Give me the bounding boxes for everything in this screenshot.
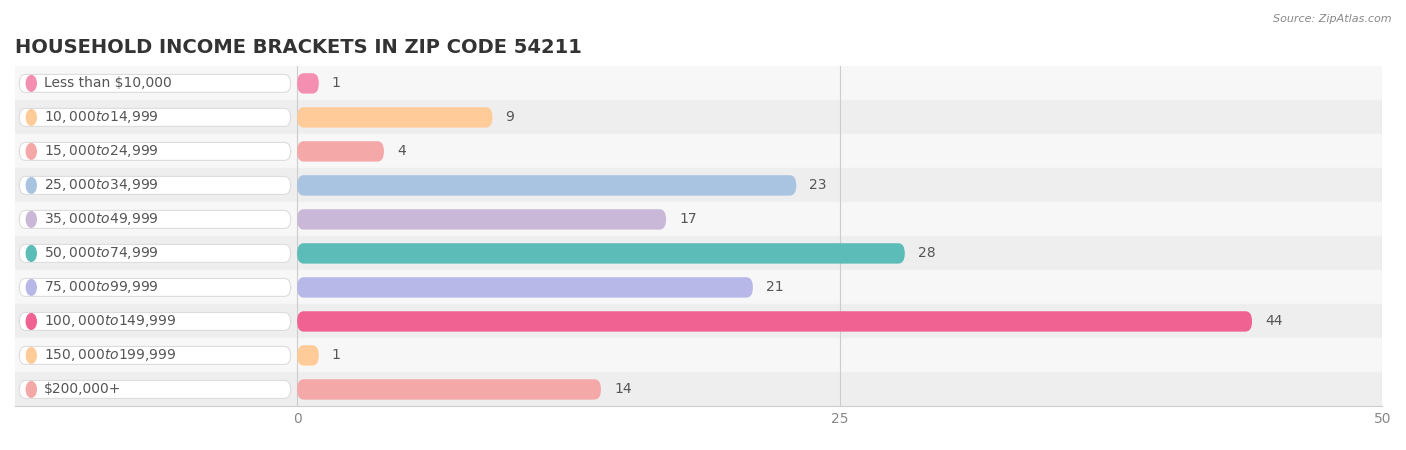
Text: HOUSEHOLD INCOME BRACKETS IN ZIP CODE 54211: HOUSEHOLD INCOME BRACKETS IN ZIP CODE 54…	[15, 37, 582, 57]
Circle shape	[27, 382, 37, 397]
FancyBboxPatch shape	[20, 312, 291, 330]
Circle shape	[27, 347, 37, 363]
Text: 17: 17	[679, 212, 697, 226]
FancyBboxPatch shape	[297, 209, 666, 230]
Circle shape	[27, 76, 37, 91]
Circle shape	[27, 178, 37, 193]
Bar	[15, 373, 1382, 406]
Circle shape	[27, 314, 37, 329]
Text: 4: 4	[396, 144, 406, 158]
FancyBboxPatch shape	[297, 141, 384, 162]
Text: 23: 23	[810, 178, 827, 193]
Text: 14: 14	[614, 382, 631, 396]
FancyBboxPatch shape	[297, 243, 905, 264]
Text: $150,000 to $199,999: $150,000 to $199,999	[45, 347, 177, 364]
FancyBboxPatch shape	[20, 143, 291, 160]
FancyBboxPatch shape	[20, 244, 291, 262]
FancyBboxPatch shape	[297, 345, 319, 366]
Text: 1: 1	[332, 348, 340, 362]
Circle shape	[27, 110, 37, 125]
Bar	[15, 338, 1382, 373]
Circle shape	[27, 144, 37, 159]
FancyBboxPatch shape	[297, 73, 319, 94]
Bar	[15, 67, 1382, 100]
FancyBboxPatch shape	[20, 108, 291, 126]
FancyBboxPatch shape	[297, 379, 600, 400]
Circle shape	[27, 279, 37, 295]
Circle shape	[27, 246, 37, 261]
Text: Less than $10,000: Less than $10,000	[45, 76, 172, 90]
FancyBboxPatch shape	[20, 74, 291, 92]
FancyBboxPatch shape	[20, 279, 291, 297]
Text: $75,000 to $99,999: $75,000 to $99,999	[45, 279, 159, 296]
FancyBboxPatch shape	[297, 107, 492, 128]
FancyBboxPatch shape	[20, 380, 291, 398]
FancyBboxPatch shape	[297, 311, 1251, 332]
Text: 44: 44	[1265, 315, 1282, 328]
FancyBboxPatch shape	[297, 175, 796, 196]
Bar	[15, 270, 1382, 305]
Text: 9: 9	[506, 110, 515, 124]
FancyBboxPatch shape	[20, 346, 291, 364]
Text: $50,000 to $74,999: $50,000 to $74,999	[45, 245, 159, 261]
Text: $200,000+: $200,000+	[45, 382, 122, 396]
Text: $35,000 to $49,999: $35,000 to $49,999	[45, 212, 159, 227]
FancyBboxPatch shape	[20, 211, 291, 229]
Text: $10,000 to $14,999: $10,000 to $14,999	[45, 109, 159, 126]
Text: Source: ZipAtlas.com: Source: ZipAtlas.com	[1274, 14, 1392, 23]
Circle shape	[27, 212, 37, 227]
Text: 28: 28	[918, 247, 935, 261]
FancyBboxPatch shape	[297, 277, 752, 297]
Text: $15,000 to $24,999: $15,000 to $24,999	[45, 144, 159, 159]
Bar	[15, 202, 1382, 236]
Bar	[15, 236, 1382, 270]
Bar	[15, 135, 1382, 168]
Text: 21: 21	[766, 280, 783, 294]
Bar	[15, 305, 1382, 338]
Text: $100,000 to $149,999: $100,000 to $149,999	[45, 314, 177, 329]
Bar	[15, 100, 1382, 135]
Text: $25,000 to $34,999: $25,000 to $34,999	[45, 177, 159, 194]
FancyBboxPatch shape	[20, 176, 291, 194]
Bar	[15, 168, 1382, 202]
Text: 1: 1	[332, 76, 340, 90]
